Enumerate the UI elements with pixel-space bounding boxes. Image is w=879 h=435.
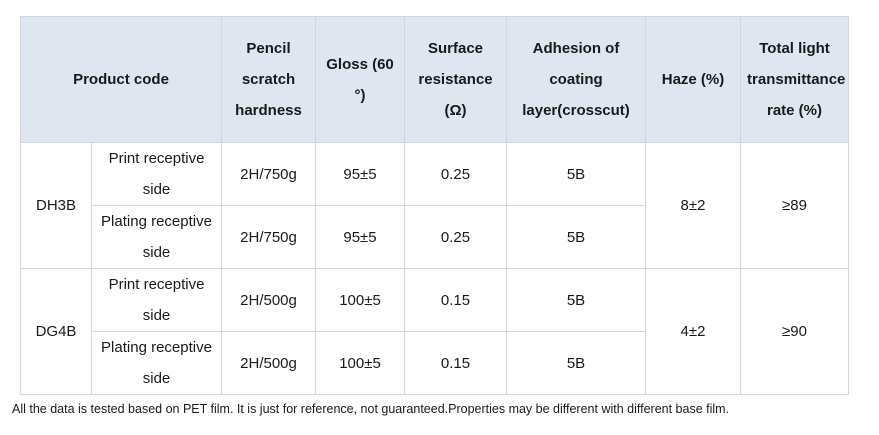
surface-cell: 0.25 (404, 142, 508, 206)
header-pencil-hardness: Pencil scratch hardness (221, 16, 317, 143)
pencil-cell: 2H/500g (221, 268, 317, 332)
adhesion-cell: 5B (506, 142, 647, 206)
header-surface-resistance: Surface resistance (Ω) (404, 16, 508, 143)
haze-cell: 8±2 (645, 142, 742, 269)
side-cell: Plating receptive side (90, 331, 223, 395)
surface-cell: 0.25 (404, 205, 508, 269)
product-code-cell: DH3B (20, 142, 92, 269)
footnote: All the data is tested based on PET film… (12, 402, 730, 416)
gloss-cell: 95±5 (315, 142, 406, 206)
adhesion-cell: 5B (506, 268, 647, 332)
table-row: Plating receptive side 2H/750g 95±5 0.25… (21, 205, 849, 269)
table-row: DG4B Print receptive side 2H/500g 100±5 … (20, 268, 850, 395)
adhesion-cell: 5B (506, 205, 647, 269)
surface-cell: 0.15 (404, 268, 508, 332)
header-transmittance: Total light transmittance rate (%) (740, 16, 850, 143)
pencil-cell: 2H/750g (221, 142, 317, 206)
pencil-cell: 2H/750g (221, 205, 317, 269)
transmittance-cell: ≥89 (740, 142, 850, 269)
gloss-cell: 95±5 (315, 205, 406, 269)
spec-table: Product code Pencil scratch hardness Glo… (19, 16, 850, 395)
table-row: Plating receptive side 2H/500g 100±5 0.1… (21, 331, 849, 395)
side-cell: Print receptive side (90, 268, 223, 332)
adhesion-cell: 5B (506, 331, 647, 395)
product-code-cell: DG4B (20, 268, 92, 395)
side-cell: Plating receptive side (90, 205, 223, 269)
gloss-cell: 100±5 (315, 331, 406, 395)
transmittance-cell: ≥90 (740, 268, 850, 395)
surface-cell: 0.15 (404, 331, 508, 395)
table-row: DH3B Print receptive side 2H/750g 95±5 0… (20, 142, 850, 269)
header-row: Product code Pencil scratch hardness Glo… (19, 16, 850, 143)
header-adhesion: Adhesion of coating layer(crosscut) (506, 16, 647, 143)
gloss-cell: 100±5 (315, 268, 406, 332)
header-haze: Haze (%) (645, 16, 742, 143)
header-gloss: Gloss (60 °) (315, 16, 406, 143)
header-product-code: Product code (19, 16, 223, 143)
side-cell: Print receptive side (90, 142, 223, 206)
pencil-cell: 2H/500g (221, 331, 317, 395)
haze-cell: 4±2 (645, 268, 742, 395)
